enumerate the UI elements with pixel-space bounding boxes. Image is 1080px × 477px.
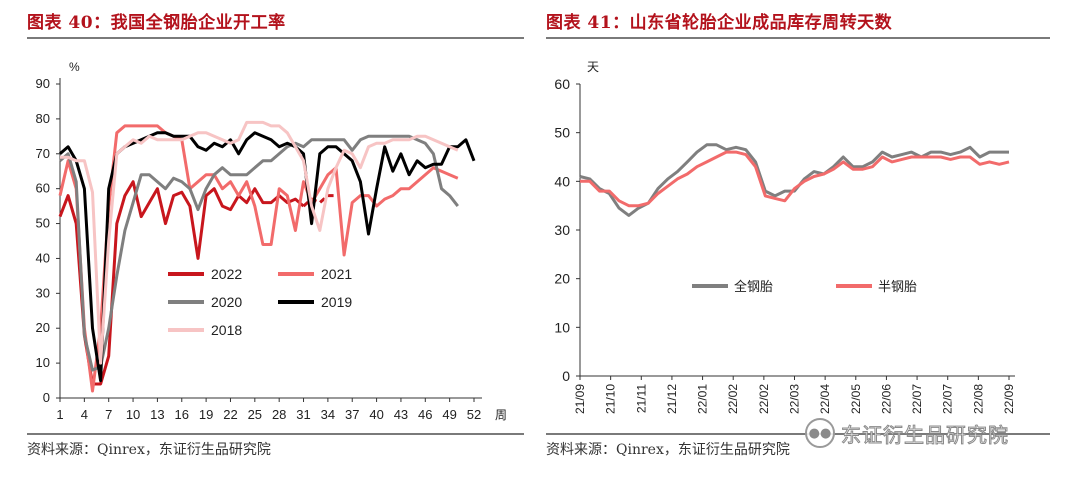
left-y-tick-label: 90 — [36, 76, 50, 91]
right-y-tick-label: 0 — [562, 368, 570, 384]
right-x-tick-label: 22/03 — [788, 384, 802, 414]
left-x-tick-label: 25 — [248, 407, 262, 422]
right-x-tick-label: 22/08 — [971, 384, 985, 414]
left-y-tick-label: 10 — [36, 355, 50, 370]
right-x-tick-label: 22/09 — [1002, 384, 1016, 414]
left-x-tick-label: 13 — [150, 407, 164, 422]
left-x-tick-label: 34 — [321, 407, 335, 422]
right-x-tick-label: 22/02 — [757, 384, 771, 414]
left-y-tick-label: 70 — [36, 146, 50, 161]
right-x-tick-label: 21/10 — [604, 384, 618, 414]
wechat-icon: ●● — [805, 418, 835, 448]
right-x-tick-label: 22/07 — [910, 384, 924, 414]
left-x-tick-label: 16 — [175, 407, 189, 422]
legend-label-2020: 2020 — [211, 294, 242, 310]
right-x-tick-label: 21/11 — [634, 384, 648, 413]
left-y-tick-label: 20 — [36, 320, 50, 335]
right-source: 资料来源：Qinrex，东证衍生品研究院 — [546, 442, 790, 458]
left-title-rule — [27, 37, 524, 39]
watermark-text: 东证衍生品研究院 — [841, 422, 1009, 447]
left-x-tick-label: 28 — [272, 407, 286, 422]
right-y-tick-label: 30 — [554, 222, 570, 238]
legend-label-2021: 2021 — [321, 266, 352, 282]
watermark: ●● 东证衍生品研究院 — [805, 416, 1009, 450]
series-line-2022 — [58, 180, 305, 386]
left-x-tick-label: 40 — [369, 407, 383, 422]
right-y-tick-label: 60 — [554, 76, 570, 92]
left-y-tick-label: 80 — [36, 111, 50, 126]
left-y-tick-label: 0 — [43, 390, 50, 405]
right-x-tick-label: 22/01 — [696, 384, 710, 414]
left-x-tick-label: 22 — [223, 407, 237, 422]
right-x-tick-label: 22/06 — [879, 384, 893, 414]
series-line-2019 — [59, 131, 476, 383]
right-title-rule — [546, 37, 1050, 39]
right-x-tick-label: 21/09 — [573, 384, 587, 414]
right-x-tick-label: 21/12 — [665, 384, 679, 414]
right-y-tick-label: 50 — [554, 125, 570, 141]
legend-label-2022: 2022 — [211, 266, 242, 282]
right-x-tick-label: 22/05 — [849, 384, 863, 414]
right-source-rule — [546, 433, 1050, 435]
right-x-tick-label: 22/02 — [726, 384, 740, 414]
right-y-tick-label: 40 — [554, 173, 570, 189]
left-x-tick-label: 31 — [296, 407, 310, 422]
left-x-unit: 周 — [495, 408, 507, 422]
legend-label-全钢胎: 全钢胎 — [734, 279, 773, 295]
series-line-2022-dashed — [302, 194, 336, 208]
series-line-2020 — [59, 134, 459, 372]
left-x-tick-label: 1 — [56, 407, 63, 422]
right-x-tick-label: 22/04 — [818, 384, 832, 414]
legend-label-2019: 2019 — [321, 294, 352, 310]
left-x-tick-label: 19 — [199, 407, 213, 422]
legend-label-2018: 2018 — [211, 322, 242, 338]
left-y-tick-label: 30 — [36, 285, 50, 300]
left-y-tick-label: 40 — [36, 250, 50, 265]
left-x-tick-label: 46 — [418, 407, 432, 422]
left-x-tick-label: 43 — [394, 407, 408, 422]
left-x-tick-label: 4 — [81, 407, 88, 422]
left-y-tick-label: 50 — [36, 216, 50, 231]
left-y-unit: % — [69, 60, 80, 74]
left-chart-title: 图表 40：我国全钢胎企业开工率 — [27, 13, 286, 33]
left-source: 资料来源：Qinrex，东证衍生品研究院 — [27, 442, 271, 458]
left-source-rule — [27, 433, 524, 435]
series-line-2018 — [60, 120, 459, 365]
left-y-tick-label: 60 — [36, 181, 50, 196]
left-x-tick-label: 10 — [126, 407, 140, 422]
left-x-tick-label: 37 — [345, 407, 359, 422]
right-y-unit: 天 — [587, 60, 599, 74]
series-line-2021 — [58, 124, 459, 393]
series-line-半钢胎 — [580, 150, 1010, 208]
legend-label-半钢胎: 半钢胎 — [878, 280, 917, 295]
right-chart-title: 图表 41：山东省轮胎企业成品库存周转天数 — [546, 13, 893, 33]
right-y-tick-label: 10 — [554, 319, 570, 335]
right-x-tick-label: 22/07 — [941, 384, 955, 414]
left-x-tick-label: 7 — [105, 407, 112, 422]
left-x-tick-label: 49 — [442, 407, 456, 422]
left-x-tick-label: 52 — [467, 407, 481, 422]
right-y-tick-label: 20 — [554, 271, 570, 287]
